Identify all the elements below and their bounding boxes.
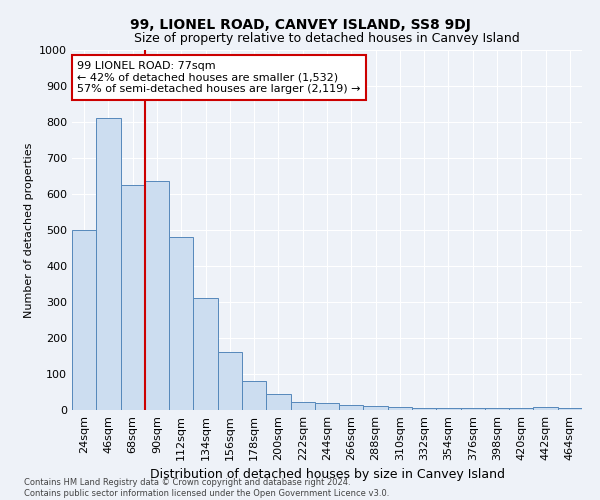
Bar — [218, 352, 242, 410]
Bar — [290, 402, 315, 410]
Bar — [315, 403, 339, 410]
Text: Contains HM Land Registry data © Crown copyright and database right 2024.
Contai: Contains HM Land Registry data © Crown c… — [24, 478, 389, 498]
Bar — [72, 230, 96, 410]
Bar — [461, 408, 485, 410]
Text: 99 LIONEL ROAD: 77sqm
← 42% of detached houses are smaller (1,532)
57% of semi-d: 99 LIONEL ROAD: 77sqm ← 42% of detached … — [77, 61, 361, 94]
Bar — [96, 118, 121, 410]
Bar — [364, 406, 388, 410]
Bar — [558, 408, 582, 410]
Bar — [169, 237, 193, 410]
Bar — [193, 298, 218, 410]
X-axis label: Distribution of detached houses by size in Canvey Island: Distribution of detached houses by size … — [149, 468, 505, 481]
Bar — [436, 408, 461, 410]
Bar — [339, 404, 364, 410]
Bar — [533, 407, 558, 410]
Bar — [485, 408, 509, 410]
Text: 99, LIONEL ROAD, CANVEY ISLAND, SS8 9DJ: 99, LIONEL ROAD, CANVEY ISLAND, SS8 9DJ — [130, 18, 470, 32]
Bar — [145, 182, 169, 410]
Y-axis label: Number of detached properties: Number of detached properties — [23, 142, 34, 318]
Bar — [509, 408, 533, 410]
Title: Size of property relative to detached houses in Canvey Island: Size of property relative to detached ho… — [134, 32, 520, 44]
Bar — [388, 407, 412, 410]
Bar — [266, 394, 290, 410]
Bar — [242, 381, 266, 410]
Bar — [121, 185, 145, 410]
Bar — [412, 408, 436, 410]
